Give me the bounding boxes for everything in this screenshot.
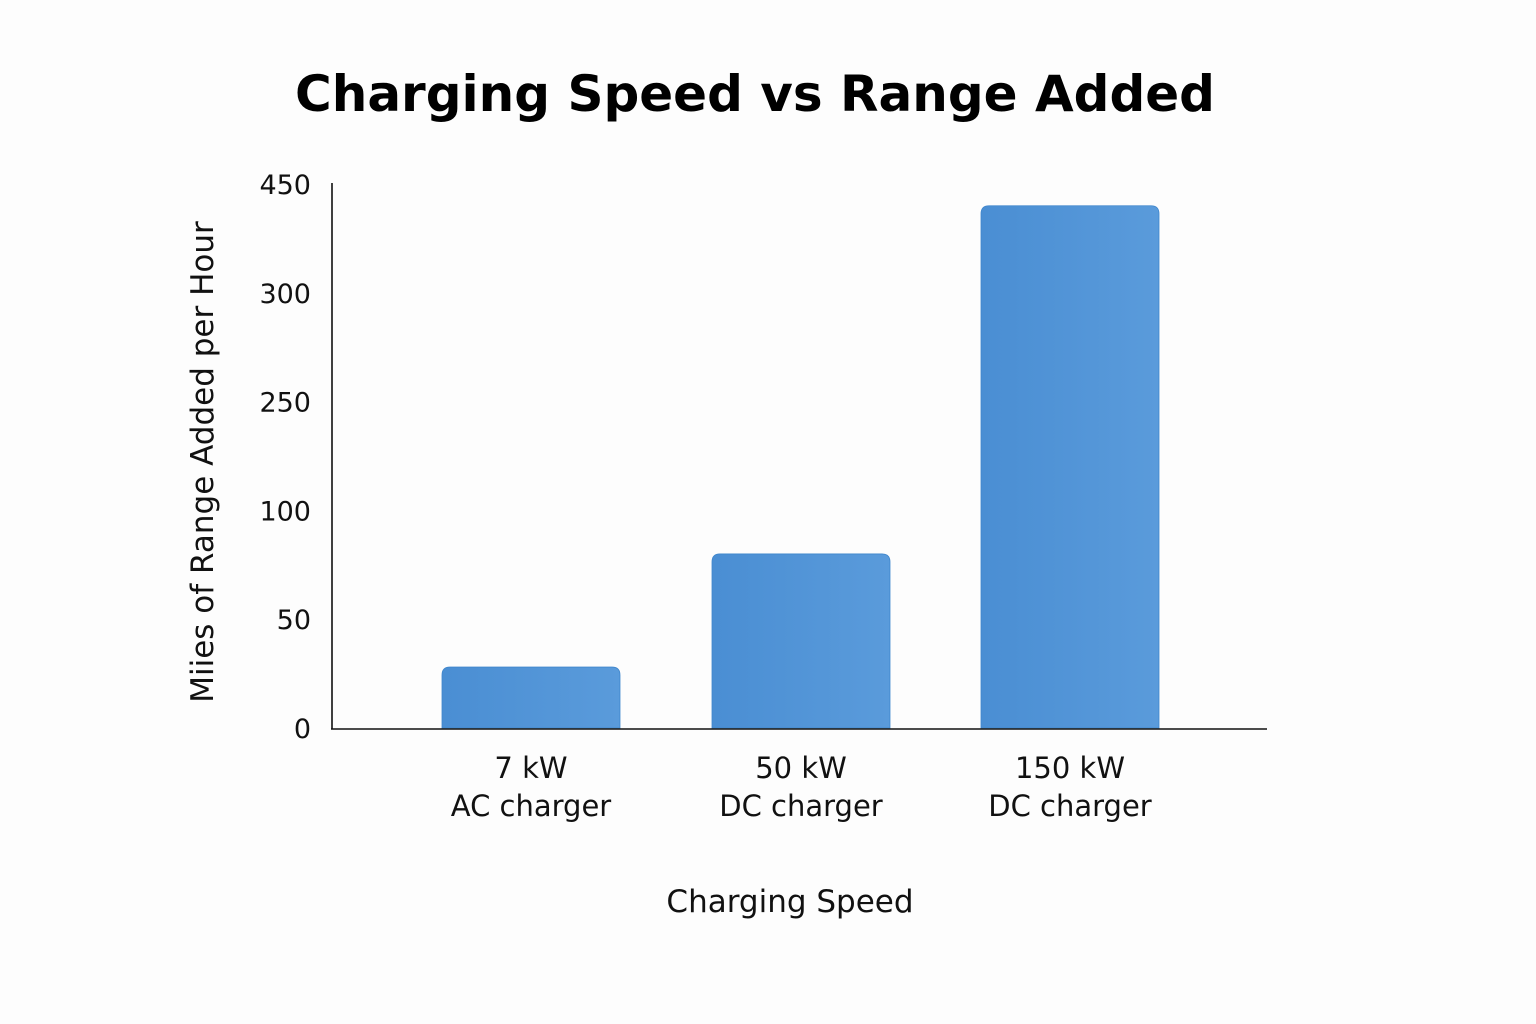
x-category-label: DC charger [988, 789, 1152, 823]
bar [441, 666, 621, 729]
y-tick-label: 0 [294, 714, 311, 745]
x-category-label: 7 kW [494, 751, 567, 785]
x-category-label: 50 kW [755, 751, 847, 785]
bar [711, 553, 891, 729]
y-tick-label: 250 [259, 388, 311, 419]
y-tick-label: 50 [277, 605, 311, 636]
x-axis-label: Charging Speed [666, 884, 913, 920]
y-tick-label: 450 [259, 170, 311, 201]
x-category-label: AC charger [451, 789, 612, 823]
bar [980, 205, 1160, 729]
y-tick-label: 100 [259, 496, 311, 527]
chart-title: Charging Speed vs Range Added [295, 65, 1215, 123]
y-tick-label: 300 [259, 279, 311, 310]
y-axis-label: Miies of Range Added per Hour [185, 221, 221, 703]
x-category-label: DC charger [719, 789, 883, 823]
x-category-label: 150 kW [1015, 751, 1125, 785]
